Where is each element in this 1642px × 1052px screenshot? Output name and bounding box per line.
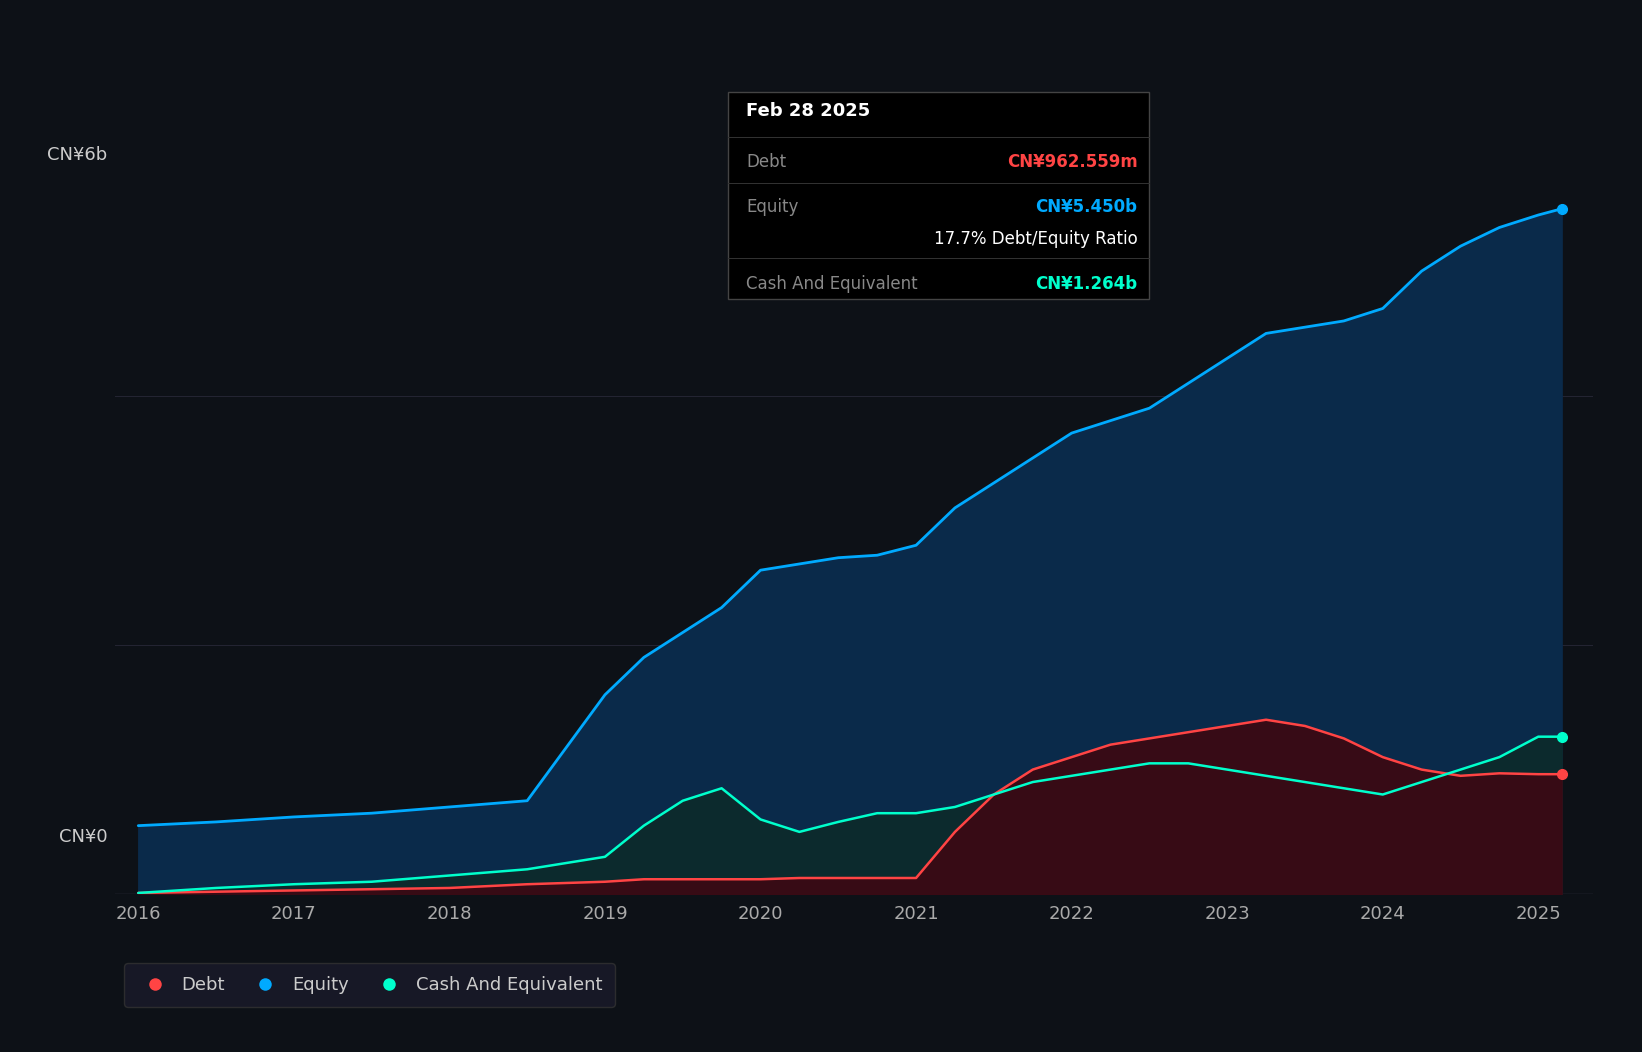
Text: CN¥5.450b: CN¥5.450b — [1036, 198, 1138, 216]
Text: CN¥962.559m: CN¥962.559m — [1007, 153, 1138, 171]
Text: Feb 28 2025: Feb 28 2025 — [745, 102, 870, 120]
Text: CN¥0: CN¥0 — [59, 828, 108, 846]
Text: CN¥1.264b: CN¥1.264b — [1036, 275, 1138, 292]
Legend: Debt, Equity, Cash And Equivalent: Debt, Equity, Cash And Equivalent — [123, 964, 614, 1007]
Text: 17.7% Debt/Equity Ratio: 17.7% Debt/Equity Ratio — [934, 230, 1138, 248]
Text: CN¥6b: CN¥6b — [48, 146, 108, 164]
Text: Equity: Equity — [745, 198, 798, 216]
Text: Cash And Equivalent: Cash And Equivalent — [745, 275, 918, 292]
FancyBboxPatch shape — [729, 93, 1149, 299]
Text: Debt: Debt — [745, 153, 787, 171]
